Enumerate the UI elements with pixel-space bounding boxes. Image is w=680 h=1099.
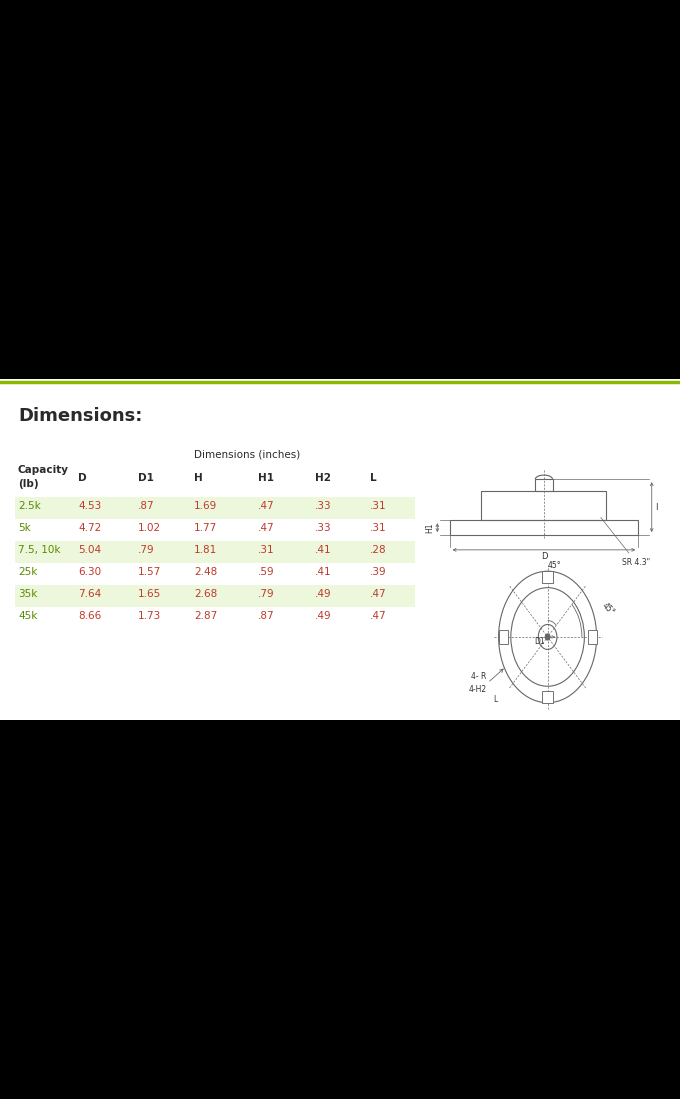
Text: .31: .31	[258, 545, 275, 555]
Text: D: D	[78, 474, 86, 484]
Text: H2: H2	[315, 474, 331, 484]
Bar	[535, 479, 552, 490]
Text: H: H	[194, 474, 203, 484]
Text: Dimensions (inches): Dimensions (inches)	[194, 449, 301, 459]
Text: .79: .79	[138, 545, 154, 555]
Text: D: D	[541, 553, 547, 562]
Text: 7.64: 7.64	[78, 589, 101, 599]
Text: .41: .41	[315, 567, 332, 577]
Circle shape	[545, 634, 550, 640]
Bar	[449, 520, 639, 535]
Text: 5.04: 5.04	[78, 545, 101, 555]
Text: 25k: 25k	[18, 567, 37, 577]
Bar	[15, 497, 415, 519]
Text: SR 4.3": SR 4.3"	[600, 518, 651, 567]
Text: 1.69: 1.69	[194, 501, 217, 511]
Polygon shape	[498, 630, 508, 644]
Text: .59: .59	[258, 567, 275, 577]
Text: 5k: 5k	[18, 523, 31, 533]
Text: .47: .47	[370, 589, 387, 599]
Text: .79: .79	[258, 589, 275, 599]
Text: 4-H2: 4-H2	[469, 685, 486, 695]
Text: 1.02: 1.02	[138, 523, 161, 533]
Text: 8.66: 8.66	[78, 611, 101, 621]
Text: 4.72: 4.72	[78, 523, 101, 533]
Text: 45°: 45°	[600, 601, 616, 617]
Text: I: I	[655, 502, 657, 512]
Text: 4- R: 4- R	[471, 671, 486, 681]
Text: .33: .33	[315, 523, 332, 533]
Polygon shape	[588, 630, 596, 644]
Text: 4.53: 4.53	[78, 501, 101, 511]
Text: .47: .47	[258, 501, 275, 511]
Text: .31: .31	[370, 501, 387, 511]
Text: (lb): (lb)	[18, 479, 39, 489]
Text: .47: .47	[258, 523, 275, 533]
Text: .28: .28	[370, 545, 387, 555]
Text: 2.48: 2.48	[194, 567, 217, 577]
Text: 1.73: 1.73	[138, 611, 161, 621]
Bar	[15, 541, 415, 563]
Bar	[15, 585, 415, 607]
Text: L: L	[493, 695, 497, 704]
Bar	[0, 379, 680, 720]
Polygon shape	[542, 571, 553, 584]
Text: 1.57: 1.57	[138, 567, 161, 577]
Text: 35k: 35k	[18, 589, 37, 599]
Text: 45k: 45k	[18, 611, 37, 621]
Text: .49: .49	[315, 589, 332, 599]
Text: 1.65: 1.65	[138, 589, 161, 599]
Text: D1: D1	[138, 474, 154, 484]
Text: 6.30: 6.30	[78, 567, 101, 577]
Text: 2.5k: 2.5k	[18, 501, 41, 511]
Text: 2.68: 2.68	[194, 589, 217, 599]
Text: .31: .31	[370, 523, 387, 533]
Text: 45°: 45°	[548, 560, 562, 569]
Text: .87: .87	[138, 501, 154, 511]
Text: .47: .47	[370, 611, 387, 621]
Text: D1: D1	[534, 637, 545, 646]
Text: L: L	[370, 474, 377, 484]
Text: 1.77: 1.77	[194, 523, 217, 533]
Text: 1.81: 1.81	[194, 545, 217, 555]
Text: .39: .39	[370, 567, 387, 577]
Text: 2.87: 2.87	[194, 611, 217, 621]
Text: H1: H1	[258, 474, 274, 484]
Text: .49: .49	[315, 611, 332, 621]
Text: 7.5, 10k: 7.5, 10k	[18, 545, 61, 555]
Polygon shape	[542, 690, 553, 702]
Text: H1: H1	[426, 522, 435, 533]
Text: .87: .87	[258, 611, 275, 621]
Text: Capacity: Capacity	[18, 465, 69, 475]
Bar	[481, 490, 607, 520]
Text: .41: .41	[315, 545, 332, 555]
Text: Dimensions:: Dimensions:	[18, 407, 142, 425]
Text: .33: .33	[315, 501, 332, 511]
